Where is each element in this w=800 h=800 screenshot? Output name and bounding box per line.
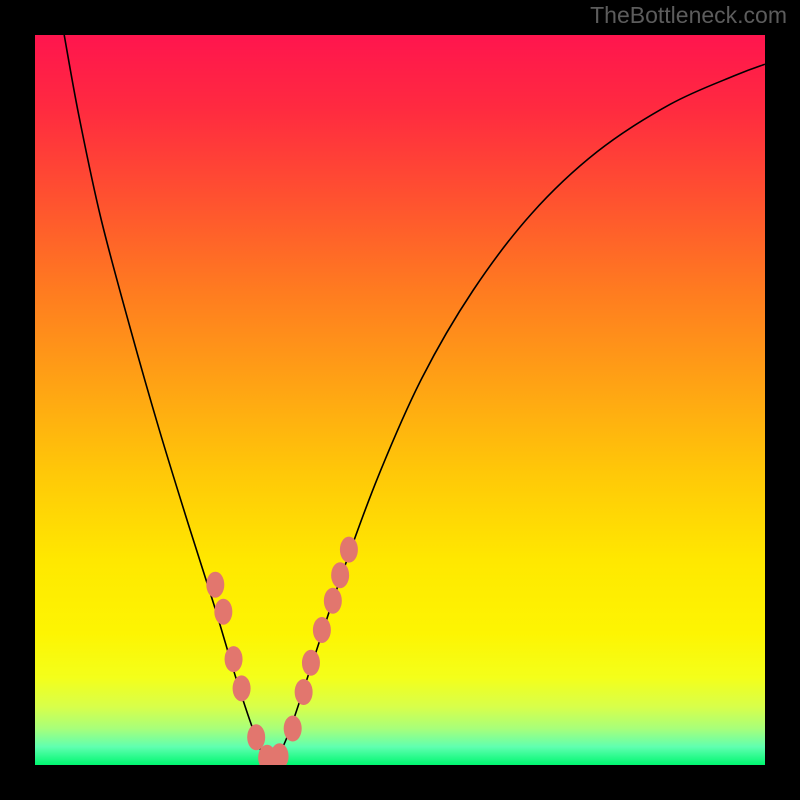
curve-marker: [284, 716, 302, 742]
curve-marker: [295, 679, 313, 705]
curve-marker: [247, 724, 265, 750]
plot-background-gradient: [35, 35, 765, 765]
curve-marker: [233, 675, 251, 701]
curve-marker: [340, 537, 358, 563]
chart-canvas: [0, 0, 800, 800]
bottleneck-chart: TheBottleneck.com: [0, 0, 800, 800]
curve-marker: [206, 572, 224, 598]
curve-marker: [225, 646, 243, 672]
curve-marker: [214, 599, 232, 625]
curve-marker: [302, 650, 320, 676]
watermark-text: TheBottleneck.com: [590, 2, 787, 29]
curve-marker: [313, 617, 331, 643]
curve-marker: [331, 562, 349, 588]
curve-marker: [324, 588, 342, 614]
